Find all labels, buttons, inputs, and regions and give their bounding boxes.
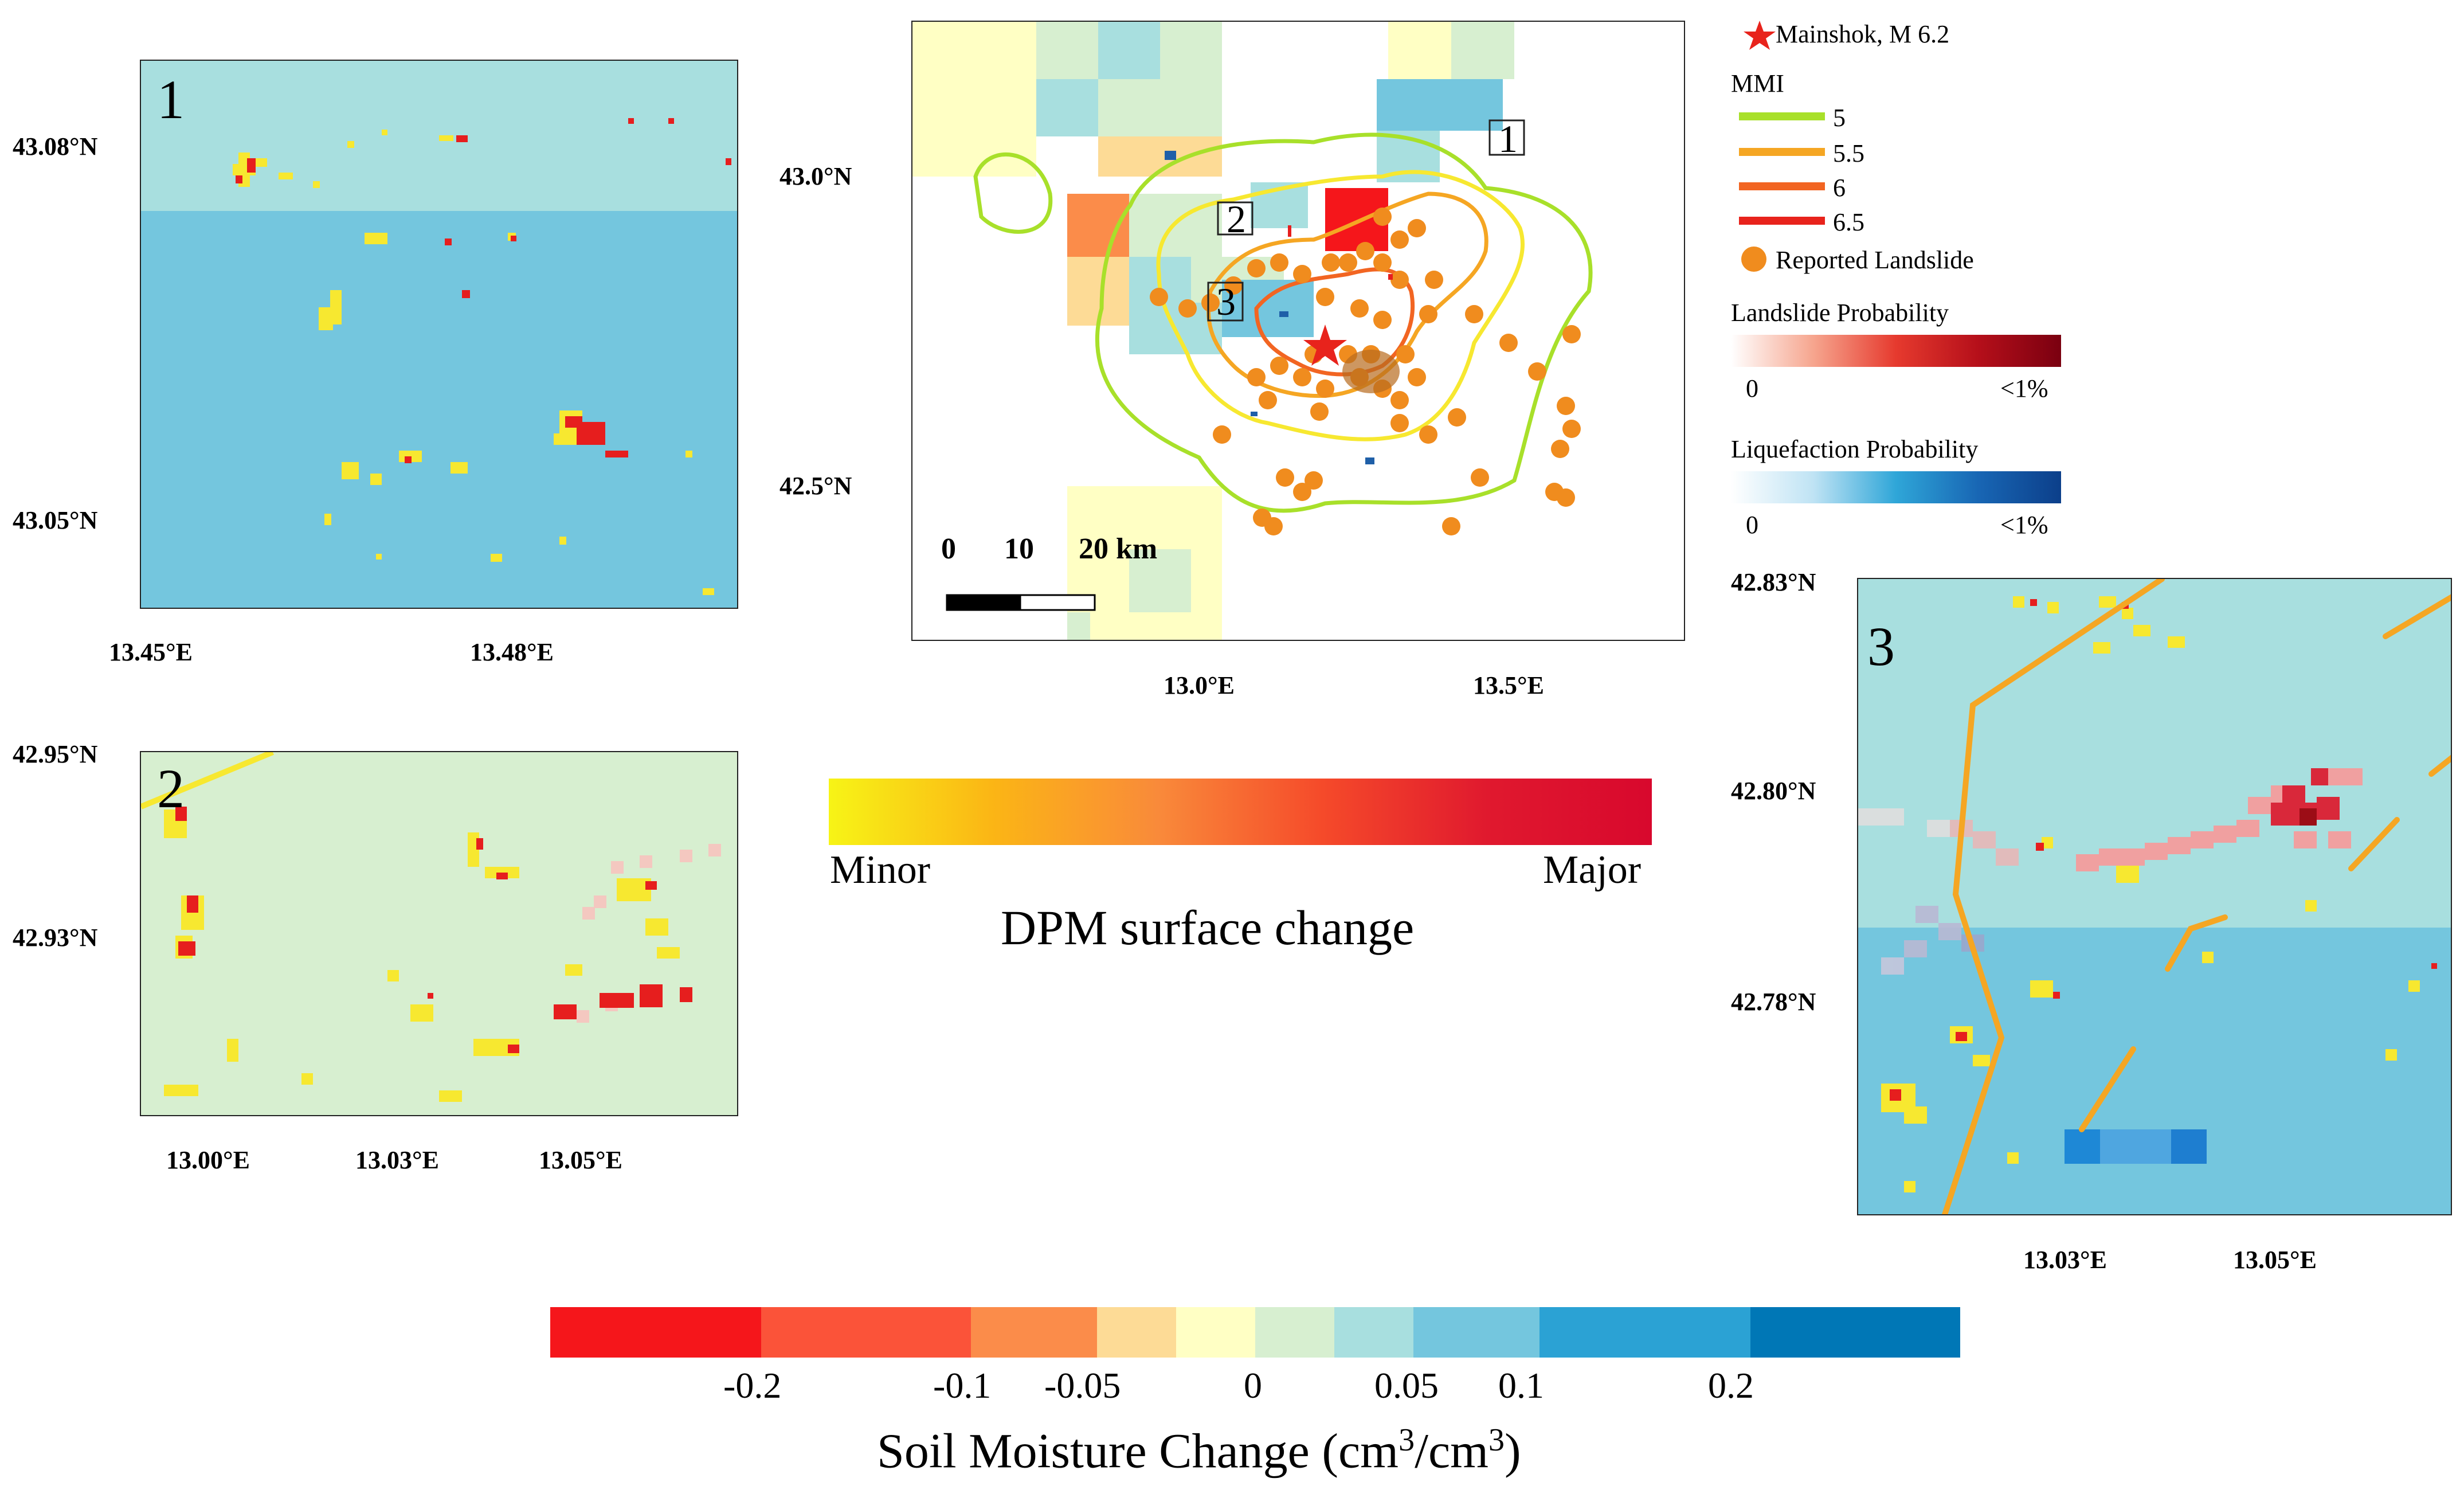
panel2-features bbox=[141, 752, 721, 1102]
legend-landslide-prob-min: 0 bbox=[1746, 374, 1758, 402]
legend-mmi-55-label: 5.5 bbox=[1833, 139, 1864, 167]
panel1-ytick-2: 43.05°N bbox=[13, 506, 98, 534]
panel-number-label: 1 bbox=[157, 69, 185, 130]
soil-tick-label: 0.1 bbox=[1498, 1365, 1544, 1406]
box-label-2: 2 bbox=[1227, 197, 1246, 241]
legend-mmi-title: MMI bbox=[1731, 69, 1784, 97]
scale-bar bbox=[946, 594, 1096, 611]
legend-mmi-5-label: 5 bbox=[1833, 104, 1846, 132]
legend-mmi-65-label: 6.5 bbox=[1833, 208, 1864, 236]
legend-mainshock-label: Mainshok, M 6.2 bbox=[1776, 20, 1950, 48]
soil-tick-label: -0.1 bbox=[933, 1365, 992, 1406]
box-label-1: 1 bbox=[1498, 117, 1518, 161]
dpm-min-label: Minor bbox=[830, 848, 930, 892]
panel3-xtick-2: 13.05°E bbox=[2233, 1246, 2317, 1274]
soil-title: Soil Moisture Change (cm3/cm3) bbox=[877, 1422, 1521, 1480]
inset-panel-3: 3 bbox=[1857, 578, 2452, 1215]
legend-mmi-6-label: 6 bbox=[1833, 174, 1846, 202]
panel1-xtick-2: 13.48°E bbox=[470, 638, 554, 666]
panel3-xtick-1: 13.03°E bbox=[2023, 1246, 2107, 1274]
soil-title-sup: 3 bbox=[1488, 1422, 1505, 1458]
legend-landslide-dot-icon bbox=[1741, 247, 1766, 272]
panel1-xtick-1: 13.45°E bbox=[109, 638, 193, 666]
soil-bin bbox=[1334, 1307, 1413, 1358]
inset-panel-2: 2 bbox=[140, 751, 738, 1116]
landslide-patches bbox=[233, 118, 731, 595]
mainshock-star bbox=[1303, 324, 1347, 366]
soil-bin bbox=[1097, 1307, 1176, 1358]
panel2-ytick-1: 42.95°N bbox=[13, 740, 98, 768]
scalebar-label-10: 10 bbox=[1004, 533, 1034, 565]
soil-colorbar bbox=[550, 1307, 1960, 1358]
legend-liquefaction-prob-bar bbox=[1731, 471, 2061, 503]
main-map: 1 2 3 0 10 20 km bbox=[911, 21, 1685, 641]
main-ytick-2: 42.5°N bbox=[779, 472, 852, 500]
soil-bin bbox=[1539, 1307, 1750, 1358]
soil-bin bbox=[1176, 1307, 1255, 1358]
main-map-layers bbox=[912, 22, 1593, 640]
legend-landslide-prob-max: <1% bbox=[2000, 374, 2048, 402]
soil-title-part: /cm bbox=[1415, 1423, 1489, 1479]
mmi-contour-line bbox=[141, 752, 274, 809]
legend-liquefaction-prob-max: <1% bbox=[2000, 511, 2048, 539]
panel3-ytick-2: 42.80°N bbox=[1731, 777, 1816, 805]
panel2-xtick-1: 13.00°E bbox=[166, 1146, 250, 1174]
soil-tick-label: 0.2 bbox=[1708, 1365, 1754, 1406]
panel2-ytick-2: 42.93°N bbox=[13, 924, 98, 952]
panel-number-label: 2 bbox=[157, 758, 185, 819]
legend-mmi-65-line bbox=[1739, 217, 1825, 225]
reported-landslides bbox=[1150, 208, 1581, 535]
inset-panel-1: 1 bbox=[140, 60, 738, 609]
liquefaction-cells bbox=[2065, 1129, 2207, 1164]
soil-bin bbox=[971, 1307, 1097, 1358]
scalebar-label-20km: 20 km bbox=[1079, 533, 1158, 565]
main-ytick-1: 43.0°N bbox=[779, 162, 852, 190]
soil-tick-label: -0.05 bbox=[1044, 1365, 1121, 1406]
soil-bin bbox=[550, 1307, 761, 1358]
soil-bin bbox=[1413, 1307, 1539, 1358]
panel3-ytick-1: 42.83°N bbox=[1731, 568, 1816, 596]
dpm-title: DPM surface change bbox=[1001, 900, 1415, 955]
soil-title-part: ) bbox=[1505, 1423, 1521, 1479]
panel1-ytick-1: 43.08°N bbox=[13, 132, 98, 161]
dpm-max-label: Major bbox=[1543, 848, 1642, 892]
inset-boxes bbox=[1207, 119, 1525, 322]
legend-liquefaction-prob-title: Liquefaction Probability bbox=[1731, 435, 1979, 463]
main-xtick-1: 13.0°E bbox=[1164, 671, 1235, 699]
legend: Mainshok, M 6.2 MMI 5 5.5 6 6.5 Reported… bbox=[1731, 11, 2075, 562]
panel2-xtick-2: 13.03°E bbox=[355, 1146, 439, 1174]
dpm-colorbar bbox=[829, 779, 1652, 845]
soil-tick-label: 0 bbox=[1244, 1365, 1262, 1406]
legend-reported-landslide-label: Reported Landslide bbox=[1776, 246, 1974, 274]
legend-mmi-5-line bbox=[1739, 112, 1825, 120]
soil-bin bbox=[1255, 1307, 1334, 1358]
legend-mmi-55-line bbox=[1739, 148, 1825, 156]
soil-tick-label: 0.05 bbox=[1374, 1365, 1439, 1406]
panel3-ytick-3: 42.78°N bbox=[1731, 988, 1816, 1016]
soil-bin bbox=[761, 1307, 971, 1358]
panel-number-label: 3 bbox=[1867, 616, 1895, 677]
soil-tick-label: -0.2 bbox=[723, 1365, 782, 1406]
legend-liquefaction-prob-min: 0 bbox=[1746, 511, 1758, 539]
legend-landslide-prob-title: Landslide Probability bbox=[1731, 299, 1949, 327]
panel3-features bbox=[1858, 579, 2451, 1214]
scalebar-label-0: 0 bbox=[941, 533, 956, 565]
soil-title-sup: 3 bbox=[1399, 1422, 1415, 1458]
soil-title-part: Soil Moisture Change (cm bbox=[877, 1423, 1399, 1479]
box-label-3: 3 bbox=[1216, 280, 1236, 323]
legend-landslide-prob-bar bbox=[1731, 335, 2061, 367]
legend-mmi-6-line bbox=[1739, 182, 1825, 190]
panel2-xtick-3: 13.05°E bbox=[539, 1146, 622, 1174]
main-xtick-2: 13.5°E bbox=[1473, 671, 1544, 699]
legend-mainshock-icon bbox=[1744, 21, 1776, 50]
mmi-contour-lines bbox=[1942, 579, 2451, 1214]
soil-bin bbox=[1750, 1307, 1960, 1358]
dpm-cluster bbox=[1165, 151, 1400, 464]
